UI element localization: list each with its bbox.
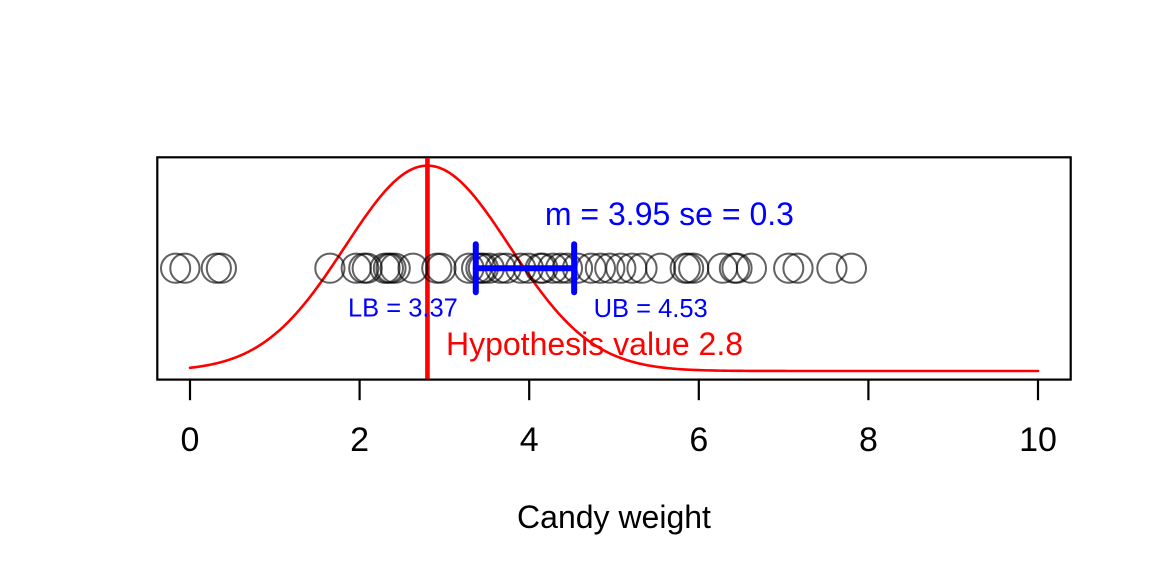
data-point-circle (773, 252, 805, 284)
x-axis-tick-label: 0 (181, 421, 200, 459)
data-point-circle (605, 252, 637, 284)
mean-se-label: m = 3.95 se = 0.3 (545, 196, 794, 232)
data-point-circle (379, 252, 411, 284)
hypothesis-value-label: Hypothesis value 2.8 (446, 326, 743, 362)
x-axis: 0 2 4 6 8 10 (181, 379, 1057, 459)
x-axis-title: Candy weight (517, 499, 711, 535)
plot-box (156, 156, 1072, 381)
data-point-circle (645, 252, 677, 284)
data-point-circle (397, 252, 429, 284)
x-axis-tick-label: 8 (859, 421, 878, 459)
x-axis-tick-label: 4 (520, 421, 539, 459)
x-axis-tick-label: 2 (350, 421, 369, 459)
data-point-circle (721, 252, 753, 284)
data-point-circle (626, 252, 658, 284)
data-point-circle (314, 252, 346, 284)
upper-bound-label: UB = 4.53 (594, 295, 708, 323)
x-axis-tick-label: 6 (689, 421, 708, 459)
normal-density-curve (188, 164, 1040, 373)
data-point-circle (594, 252, 626, 284)
data-point-circle (735, 252, 768, 284)
x-axis-tick-label: 10 (1019, 421, 1057, 459)
data-point-circle (584, 252, 617, 284)
data-point-circle (816, 252, 848, 284)
data-point-circle (718, 252, 751, 284)
data-point-circle (205, 252, 237, 284)
data-point-circle (169, 252, 201, 284)
confidence-interval-bar (472, 241, 578, 296)
data-point-circle (782, 252, 814, 284)
lower-bound-label: LB = 3.37 (348, 295, 458, 323)
data-point-circle (425, 252, 457, 284)
data-points (160, 252, 868, 284)
data-point-circle (160, 252, 192, 284)
data-point-circle (351, 252, 383, 284)
data-point-circle (835, 252, 868, 284)
